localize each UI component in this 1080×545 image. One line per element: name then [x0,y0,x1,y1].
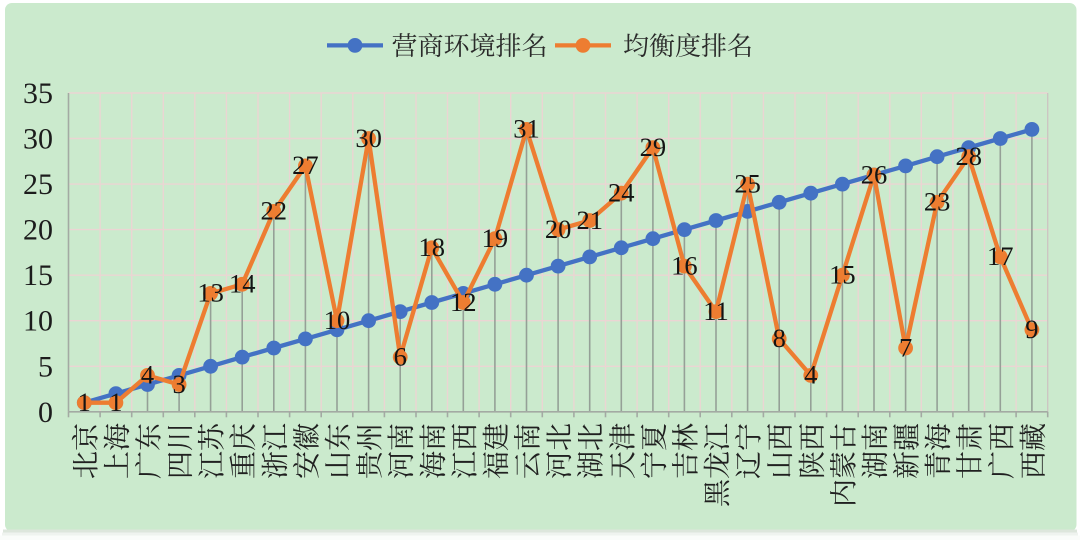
svg-text:16: 16 [671,250,698,280]
svg-text:11: 11 [703,296,729,326]
svg-text:贵州: 贵州 [349,423,389,479]
svg-text:北京: 北京 [64,423,104,479]
svg-text:17: 17 [987,241,1014,271]
svg-text:0: 0 [38,396,53,429]
svg-text:18: 18 [419,232,446,262]
svg-text:25: 25 [734,168,761,198]
svg-text:海南: 海南 [412,423,452,479]
svg-text:山东: 山东 [317,423,357,479]
svg-text:湖南: 湖南 [854,423,894,479]
svg-text:21: 21 [576,205,603,235]
svg-text:10: 10 [324,305,351,335]
svg-text:25: 25 [23,168,53,201]
svg-text:10: 10 [23,305,53,338]
svg-text:广东: 广东 [128,423,168,479]
svg-text:31: 31 [513,114,540,144]
svg-text:山西: 山西 [759,423,799,479]
svg-text:云南: 云南 [507,423,547,479]
svg-text:15: 15 [23,259,53,292]
svg-text:9: 9 [1025,314,1038,344]
svg-text:22: 22 [261,196,288,226]
svg-text:27: 27 [292,150,319,180]
svg-text:13: 13 [197,278,224,308]
svg-text:新疆: 新疆 [886,423,926,479]
svg-text:营商环境排名: 营商环境排名 [392,26,548,63]
svg-text:江苏: 江苏 [191,423,231,479]
svg-text:上海: 上海 [96,423,136,479]
svg-text:吉林: 吉林 [664,423,704,479]
svg-text:30: 30 [23,123,53,156]
svg-text:15: 15 [829,260,856,290]
svg-text:1: 1 [109,387,122,417]
svg-text:12: 12 [450,287,477,317]
svg-text:辽宁: 辽宁 [728,423,768,479]
svg-text:福建: 福建 [475,423,515,479]
svg-text:26: 26 [861,159,888,189]
svg-text:陕西: 陕西 [791,423,831,479]
svg-text:甘肃: 甘肃 [949,423,989,479]
svg-text:1: 1 [78,387,91,417]
svg-text:6: 6 [394,341,407,371]
svg-text:青海: 青海 [917,423,957,479]
svg-text:四川: 四川 [159,423,199,479]
svg-text:30: 30 [355,123,382,153]
svg-text:14: 14 [229,269,256,299]
svg-text:35: 35 [23,77,53,110]
svg-text:河南: 河南 [380,423,420,479]
svg-text:安徽: 安徽 [285,423,325,479]
svg-text:5: 5 [38,350,53,383]
svg-text:4: 4 [804,360,817,390]
svg-text:内蒙古: 内蒙古 [822,423,862,507]
svg-text:24: 24 [608,178,635,208]
svg-text:7: 7 [899,332,912,362]
svg-text:天津: 天津 [601,423,641,479]
svg-text:均衡度排名: 均衡度排名 [623,26,753,63]
svg-text:19: 19 [482,223,509,253]
svg-text:29: 29 [640,132,667,162]
svg-text:广西: 广西 [980,423,1020,479]
svg-text:重庆: 重庆 [222,423,262,479]
svg-text:4: 4 [141,360,154,390]
svg-text:20: 20 [545,214,572,244]
svg-text:23: 23 [924,187,951,217]
svg-text:江西: 江西 [443,423,483,479]
svg-text:湖北: 湖北 [570,423,610,479]
svg-text:8: 8 [773,323,786,353]
svg-text:黑龙江: 黑龙江 [696,423,736,507]
svg-text:西藏: 西藏 [1012,423,1052,479]
svg-text:28: 28 [955,141,982,171]
svg-text:河北: 河北 [538,423,578,479]
svg-text:20: 20 [23,214,53,247]
svg-text:宁夏: 宁夏 [633,423,673,479]
svg-text:3: 3 [172,369,185,399]
svg-text:浙江: 浙江 [254,423,294,479]
